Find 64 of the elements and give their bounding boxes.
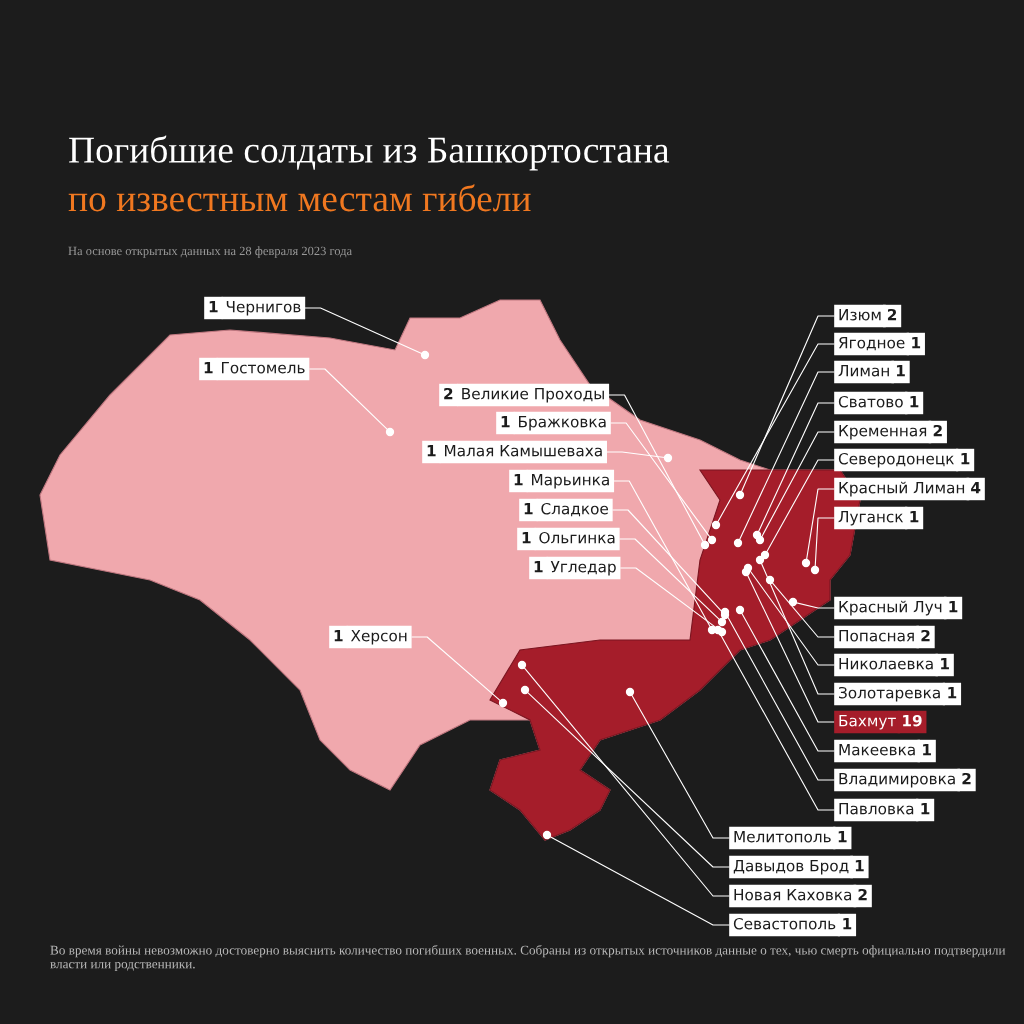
data-label: 1 — [910, 511, 919, 523]
data-label: 2 — [921, 629, 930, 642]
data-label: 1 — [334, 630, 343, 642]
category-label: Великие Проходы — [462, 388, 604, 403]
category-label: Сватово — [838, 395, 903, 408]
category-label: Попасная — [839, 630, 914, 642]
category-label: Малая Камышеваха — [445, 445, 602, 457]
category-label: Ольгинка — [539, 531, 615, 544]
category-label: Ягодное — [839, 337, 905, 351]
data-label: 4 — [971, 482, 981, 494]
category-label: Севастополь — [733, 917, 836, 930]
category-label: Владимировка — [839, 773, 955, 788]
data-label: 1 — [855, 860, 864, 872]
data-label: 1 — [912, 337, 921, 349]
category-label: Херсон — [350, 630, 407, 645]
data-label: 1 — [948, 687, 957, 699]
data-label: 1 — [941, 658, 949, 670]
category-label: Гостомель — [222, 362, 305, 374]
data-label: 1 — [204, 362, 213, 374]
category-label: Марьинка — [532, 474, 609, 489]
category-label: Бахмут — [839, 715, 896, 730]
category-label: Бражковка — [519, 416, 606, 431]
category-label: Сладкое — [541, 502, 609, 517]
data-label: 1 — [923, 744, 931, 756]
data-label: 1 — [524, 503, 533, 515]
data-label: 1 — [838, 831, 847, 843]
data-label: 1 — [209, 301, 218, 313]
data-label: 1 — [949, 601, 958, 613]
category-label: Мелитополь — [734, 831, 831, 843]
category-label: Изюм — [839, 309, 881, 321]
category-label: Угледар — [550, 561, 616, 576]
data-label: 2 — [858, 888, 867, 901]
data-label: 2 — [444, 387, 453, 400]
data-label: 2 — [887, 308, 897, 321]
data-label: 1 — [501, 416, 510, 428]
category-label: Павловка — [839, 803, 914, 815]
data-label: 19 — [903, 714, 922, 727]
data-label: 1 — [514, 474, 523, 486]
text: Погибшие солдаты из Башкортостана — [69, 135, 670, 171]
category-label: Новая Каховка — [734, 889, 852, 901]
text: Во время войны невозможно достоверно выяснить количество погибших военных. Собраны из открытых источников данные о тех, чью смерть официально подтвердили власти или родственники. — [50, 945, 1006, 972]
data-label: 2 — [962, 772, 971, 785]
data-label: 1 — [921, 803, 930, 815]
category-label: Красный Луч — [839, 600, 942, 616]
data-label: 1 — [910, 396, 919, 408]
data-label: 1 — [534, 561, 543, 573]
data-label: 1 — [843, 918, 852, 930]
category-label: Красный Лиман — [839, 481, 965, 497]
data-label: 1 — [961, 453, 970, 465]
data-label: 1 — [522, 532, 531, 544]
data-label: 1 — [427, 445, 436, 457]
data-label: 1 — [896, 365, 905, 377]
category-label: Кременная — [839, 425, 927, 440]
data-label: 2 — [933, 424, 942, 437]
category-label: Чернигов — [226, 301, 301, 316]
category-label: Золотаревка — [839, 686, 940, 702]
text: по известным местам гибели — [68, 184, 531, 212]
category-label: Макеевка — [839, 744, 915, 756]
category-label: Луганск — [838, 511, 904, 526]
text: На основе открытых данных на 28 февраля 2023 года — [68, 246, 352, 258]
category-label: Николаевка — [839, 658, 933, 670]
category-label: Лиман — [838, 365, 889, 377]
category-label: Давыдов Брод — [733, 860, 849, 875]
category-label: Северодонецк — [838, 452, 954, 468]
